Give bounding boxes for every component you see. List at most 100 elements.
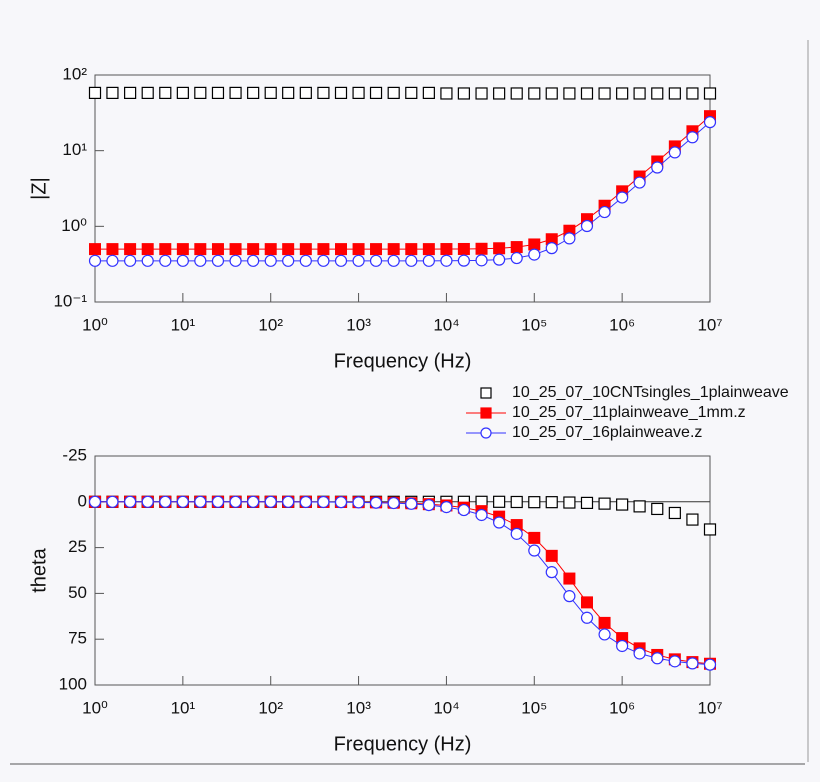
marker [124,86,137,100]
marker [282,243,295,256]
marker [159,254,172,267]
marker [563,87,576,100]
x-axis-label: Frequency (Hz) [334,350,472,372]
y-tick-label: 75 [68,629,87,648]
marker [387,86,400,100]
marker [229,495,242,508]
marker [703,658,717,671]
marker [563,496,576,509]
marker [633,500,646,513]
marker [141,254,154,267]
marker [633,176,646,189]
marker [686,131,699,144]
y-tick-label: 10² [62,64,87,83]
marker [89,243,101,256]
marker [124,495,137,508]
marker [299,86,312,100]
marker [106,495,119,508]
marker [352,243,365,256]
marker [229,243,242,256]
marker [211,86,225,100]
marker [247,86,260,100]
marker [106,86,119,100]
marker [335,243,348,256]
marker [493,516,506,529]
marker [282,495,295,508]
marker [510,251,523,265]
legend-marker [480,407,492,419]
marker [651,87,664,100]
marker [334,254,348,267]
marker [387,496,400,510]
marker [264,243,277,256]
marker [457,242,470,255]
marker [616,498,629,511]
marker [563,232,576,245]
x-tick-label: 10¹ [171,698,196,717]
y-tick-label: 25 [68,537,87,556]
x-tick-label: 10⁷ [697,315,722,334]
marker [194,86,207,100]
plot-frame [94,74,711,303]
x-tick-label: 10⁵ [521,315,547,334]
marker [563,590,576,603]
marker [405,254,418,267]
x-tick-label: 10³ [346,698,371,717]
marker [211,495,225,508]
y-tick-label: 100 [59,674,87,693]
marker [633,647,646,660]
marker [493,242,506,255]
marker [510,87,523,100]
marker [580,596,593,609]
marker [334,496,348,509]
marker [528,87,541,100]
y-tick-label: 0 [78,491,87,510]
x-axis-label: Frequency (Hz) [334,733,472,755]
marker [194,254,207,267]
marker [668,87,681,100]
marker [317,495,330,509]
marker [141,495,154,508]
marker [422,86,435,100]
marker [598,87,611,100]
marker [668,655,681,668]
marker [422,254,435,267]
marker [440,254,453,267]
marker [370,243,383,256]
x-tick-label: 10⁷ [697,698,722,717]
legend-label: 10_25_07_10CNTsingles_1plainweave [512,384,789,401]
marker [369,496,383,509]
y-axis-label: |Z| [28,177,50,200]
marker [616,639,629,653]
marker [282,86,295,100]
marker [369,254,383,267]
marker [493,87,506,100]
marker [651,161,664,174]
x-tick-label: 10¹ [171,315,196,334]
marker [668,506,681,520]
marker [703,87,717,100]
marker [493,495,506,508]
marker [387,243,400,256]
plot-frame [94,455,711,686]
marker [264,86,277,100]
marker [545,87,558,100]
marker [510,527,523,540]
marker [299,495,312,509]
marker [176,254,189,267]
marker [352,496,365,509]
x-tick-label: 10⁰ [82,315,108,334]
marker [317,243,330,256]
marker [493,253,506,266]
x-tick-label: 10⁶ [609,698,635,717]
marker [703,116,717,129]
marker [124,254,137,267]
marker [528,544,541,557]
marker [528,496,541,509]
legend-label: 10_25_07_16plainweave.z [512,424,702,441]
marker [176,86,189,100]
marker [598,497,611,510]
